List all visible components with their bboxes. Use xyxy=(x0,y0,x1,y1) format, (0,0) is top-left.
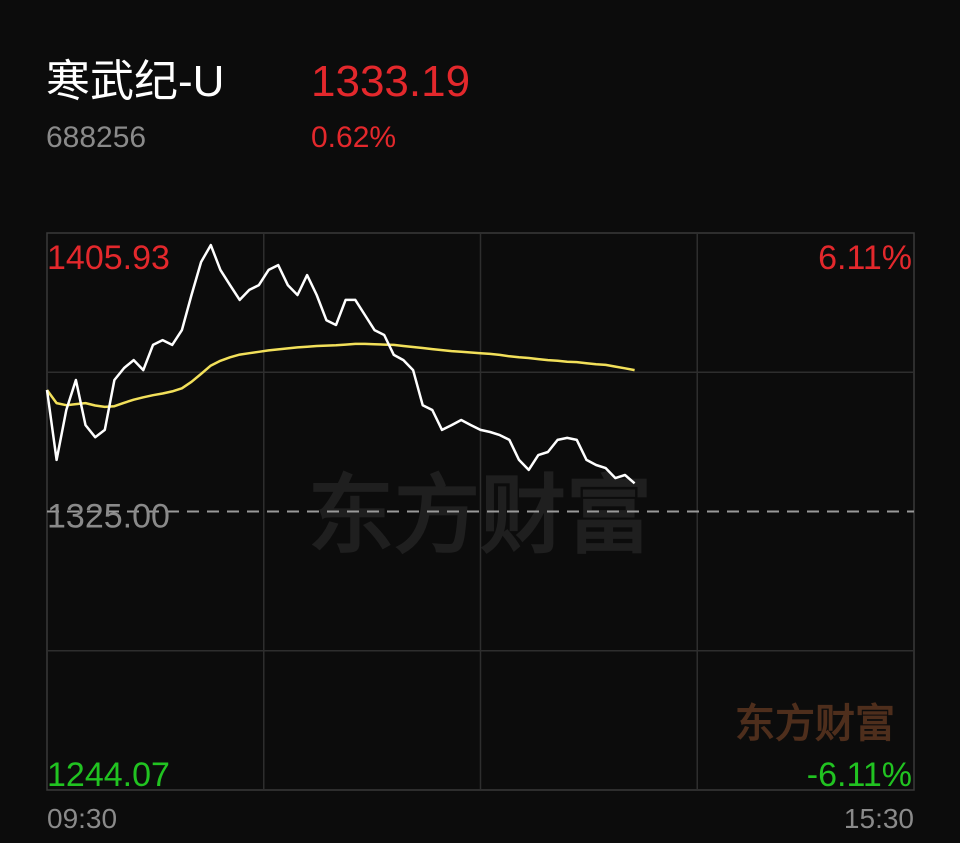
x-tick-label: 15:30 xyxy=(844,803,914,834)
price-line xyxy=(45,243,636,485)
y2-tick-label: 6.11% xyxy=(818,239,912,277)
y-tick-label: 1244.07 xyxy=(47,756,170,794)
watermark-logo: 东方财富 xyxy=(735,702,895,746)
y-tick-label: 1325.00 xyxy=(47,498,170,536)
stock-price: 1333.19 xyxy=(311,57,470,106)
y-tick-label: 1405.93 xyxy=(47,239,170,277)
y2-tick-label: -6.11% xyxy=(807,756,912,794)
stock-change: 0.62% xyxy=(311,121,396,154)
x-tick-label: 09:30 xyxy=(47,803,117,834)
stock-name: 寒武纪-U xyxy=(46,57,224,106)
stock-code: 688256 xyxy=(46,121,146,154)
average-line xyxy=(45,342,635,409)
